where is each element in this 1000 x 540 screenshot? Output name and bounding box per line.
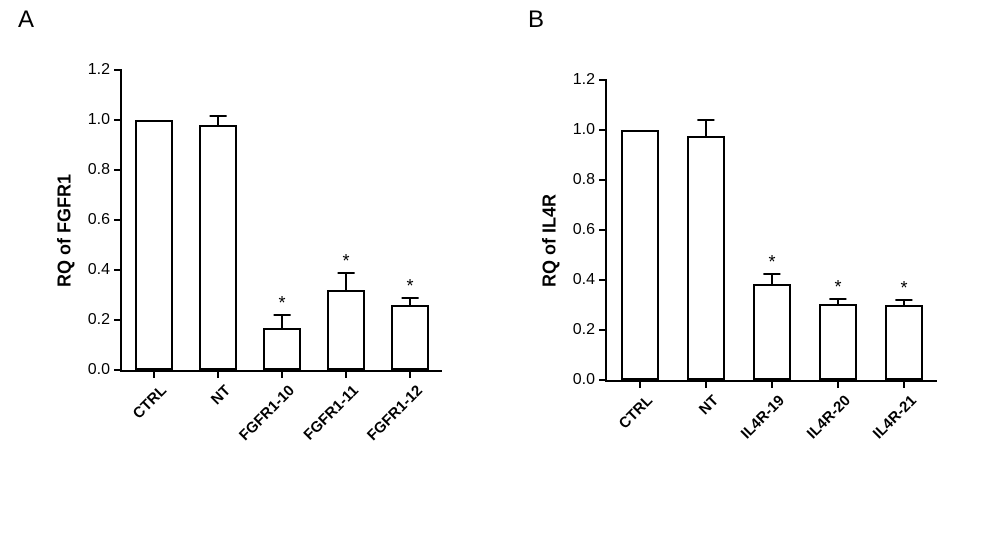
x-tick xyxy=(837,380,839,388)
x-tick-label: FGFR1-11 xyxy=(300,382,362,444)
y-tick-label: 0.2 xyxy=(573,321,607,339)
x-tick xyxy=(281,370,283,378)
chart-a: 0.0 0.2 0.4 0.6 0.8 1.0 1.2 CTRL NT * FGFR1-10 * FGF… xyxy=(60,60,480,490)
x-tick xyxy=(217,370,219,378)
x-tick-label: IL4R-19 xyxy=(738,392,788,442)
x-tick xyxy=(771,380,773,388)
significance-marker: * xyxy=(278,293,285,314)
x-tick-label: IL4R-20 xyxy=(804,392,854,442)
x-tick xyxy=(345,370,347,378)
bar xyxy=(263,328,300,371)
y-tick-label: 1.0 xyxy=(88,111,122,129)
bar xyxy=(819,304,857,380)
y-tick-label: 0.0 xyxy=(88,361,122,379)
y-tick-label: 0.8 xyxy=(573,171,607,189)
x-tick xyxy=(903,380,905,388)
significance-marker: * xyxy=(342,251,349,272)
y-tick-label: 1.0 xyxy=(573,121,607,139)
bar xyxy=(391,305,428,370)
significance-marker: * xyxy=(406,276,413,297)
x-tick xyxy=(409,370,411,378)
bar xyxy=(885,305,923,380)
plot-area: 0.00.20.40.60.81.01.2CTRLNT*FGFR1-10*FGF… xyxy=(120,70,442,372)
y-axis-label: RQ of FGFR1 xyxy=(55,131,76,331)
x-tick-label: FGFR1-12 xyxy=(364,382,426,444)
panel-label-b: B xyxy=(528,6,544,34)
significance-marker: * xyxy=(768,252,775,273)
y-tick-label: 0.6 xyxy=(573,221,607,239)
bar xyxy=(327,290,364,370)
bar xyxy=(621,130,659,380)
y-tick-label: 0.4 xyxy=(88,261,122,279)
y-tick-label: 0.2 xyxy=(88,311,122,329)
bar xyxy=(135,120,172,370)
x-tick xyxy=(153,370,155,378)
x-tick-label: FGFR1-10 xyxy=(236,382,298,444)
significance-marker: * xyxy=(834,277,841,298)
bar xyxy=(687,136,725,380)
chart-b: 0.0 0.2 0.4 0.6 0.8 1.0 1.2 CTRL NT * IL4R-19 * IL4R… xyxy=(545,70,975,500)
significance-marker: * xyxy=(900,278,907,299)
y-tick-label: 0.4 xyxy=(573,271,607,289)
plot-area: 0.00.20.40.60.81.01.2CTRLNT*IL4R-19*IL4R… xyxy=(605,80,937,382)
y-axis-label: RQ of IL4R xyxy=(540,141,561,341)
y-tick-label: 1.2 xyxy=(573,71,607,89)
x-tick-label: IL4R-21 xyxy=(870,392,920,442)
x-tick-label: CTRL xyxy=(616,392,656,432)
bar xyxy=(753,284,791,380)
y-tick-label: 1.2 xyxy=(88,61,122,79)
x-tick-label: CTRL xyxy=(130,382,170,422)
y-tick-label: 0.8 xyxy=(88,161,122,179)
x-tick xyxy=(705,380,707,388)
x-tick-label: NT xyxy=(208,382,234,408)
bar xyxy=(199,125,236,370)
x-tick xyxy=(639,380,641,388)
y-tick-label: 0.6 xyxy=(88,211,122,229)
panel-label-a: A xyxy=(18,6,34,34)
x-tick-label: NT xyxy=(696,392,722,418)
y-tick-label: 0.0 xyxy=(573,371,607,389)
